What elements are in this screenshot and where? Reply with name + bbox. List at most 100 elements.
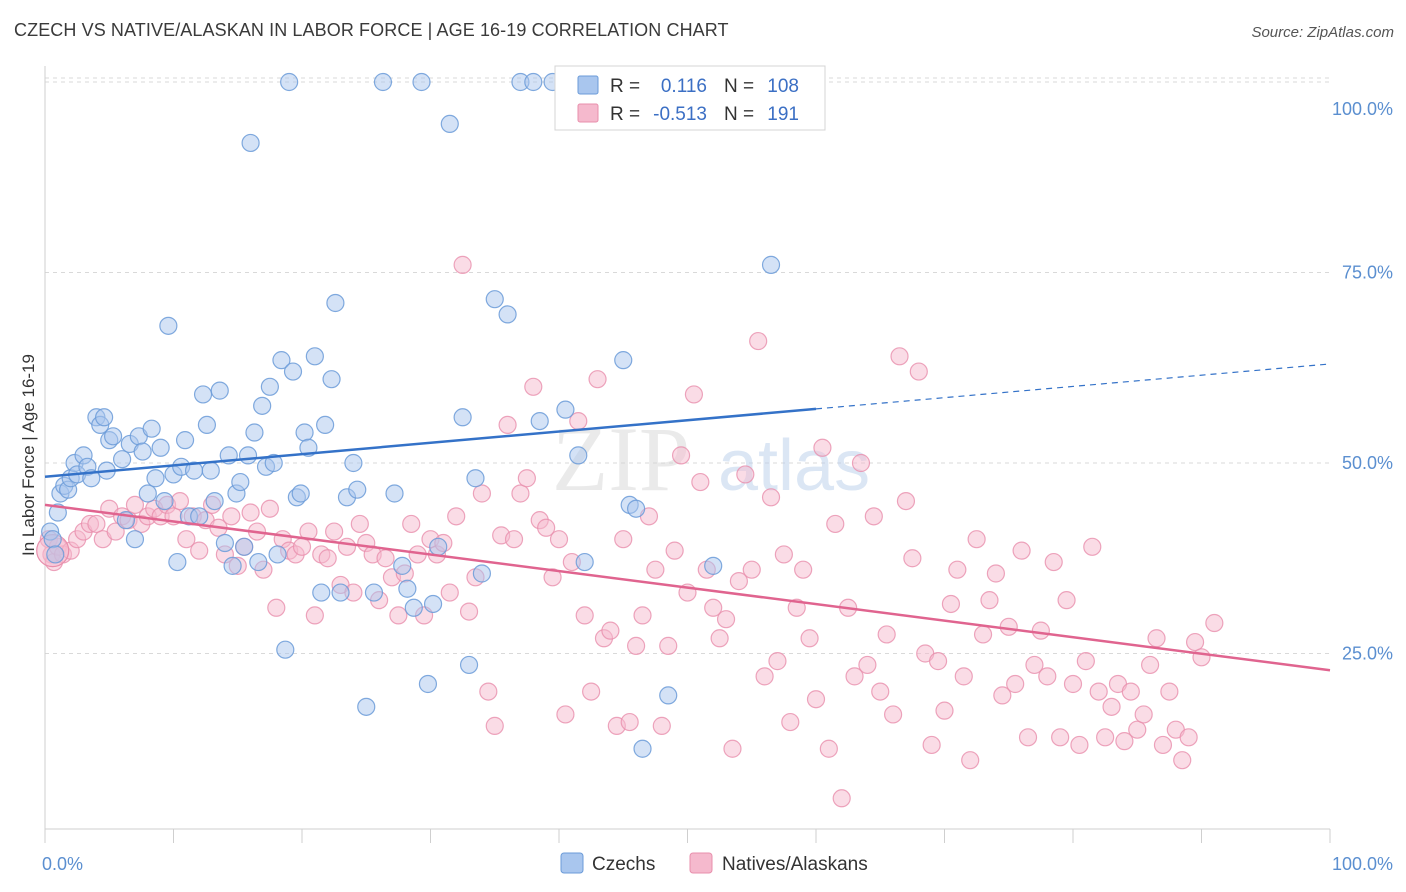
native-point <box>453 255 472 274</box>
czech-point <box>305 347 324 366</box>
czech-point <box>418 674 438 694</box>
native-point <box>472 484 491 503</box>
native-point <box>447 507 466 526</box>
native-point <box>524 377 543 396</box>
native-point <box>896 492 916 511</box>
czech-point <box>146 469 165 488</box>
native-point <box>922 735 941 755</box>
native-point <box>537 518 556 537</box>
czech-point <box>423 594 443 614</box>
y-tick-label: 100.0% <box>1332 99 1393 119</box>
native-point <box>800 629 819 648</box>
legend-n-label-natives: N = <box>724 104 754 125</box>
native-point <box>806 690 826 709</box>
czech-point <box>429 537 448 556</box>
native-point <box>582 682 601 701</box>
bottom-legend-swatch-natives <box>689 852 713 874</box>
czech-point <box>260 377 279 396</box>
czech-point <box>326 293 345 313</box>
native-point <box>659 636 678 655</box>
legend-r-value-czechs: 0.116 <box>661 76 707 97</box>
native-point <box>1096 728 1115 747</box>
czech-point <box>223 556 242 575</box>
czech-point <box>453 408 472 427</box>
native-point <box>1147 629 1166 648</box>
czech-point <box>283 362 303 381</box>
legend-r-label-czechs: R = <box>610 76 640 97</box>
native-point <box>498 415 517 434</box>
native-point <box>704 598 723 617</box>
czech-point <box>331 583 350 602</box>
native-point <box>626 636 646 655</box>
native-point <box>716 610 736 629</box>
native-point <box>292 537 312 556</box>
native-point <box>318 549 337 568</box>
czech-point <box>43 530 62 549</box>
native-point <box>325 522 344 541</box>
czech-point <box>385 484 404 503</box>
chart-title: CZECH VS NATIVE/ALASKAN IN LABOR FORCE |… <box>14 20 729 40</box>
native-point <box>504 530 524 549</box>
bottom-legend-swatch-czechs <box>560 852 584 874</box>
czech-point <box>193 385 213 404</box>
czech-point <box>133 442 152 461</box>
czech-point <box>373 72 393 92</box>
czech-point <box>215 533 234 553</box>
native-point <box>883 705 903 724</box>
czech-point <box>530 411 549 431</box>
czech-point <box>138 484 157 503</box>
native-point <box>928 652 948 671</box>
native-point <box>1044 552 1063 572</box>
native-point <box>106 522 125 541</box>
czech-point <box>633 739 652 758</box>
legend-n-label-czechs: N = <box>724 76 754 97</box>
czech-point <box>142 419 161 438</box>
native-point <box>999 617 1018 636</box>
legend-n-value-natives: 191 <box>767 104 799 125</box>
czech-point <box>241 133 260 153</box>
native-point <box>620 712 639 732</box>
native-point <box>459 602 479 621</box>
native-point <box>1179 728 1198 747</box>
native-point <box>614 530 633 549</box>
czech-point <box>556 400 575 419</box>
native-point <box>845 667 864 686</box>
native-point <box>787 598 806 617</box>
legend-r-label-natives: R = <box>610 104 640 125</box>
legend-box <box>554 65 826 131</box>
native-point <box>125 495 145 515</box>
native-point <box>1083 537 1102 556</box>
native-point <box>684 385 704 404</box>
native-point <box>652 716 671 735</box>
native-point <box>967 530 986 549</box>
czech-point <box>249 552 268 572</box>
native-point <box>729 572 749 591</box>
native-point <box>575 606 594 625</box>
native-point <box>543 568 562 587</box>
native-point <box>190 541 209 560</box>
czech-point <box>280 72 299 92</box>
native-point <box>909 362 928 381</box>
native-point <box>1173 751 1192 770</box>
y-tick-label: 50.0% <box>1342 453 1393 473</box>
czech-point <box>459 655 479 675</box>
czech-point <box>364 583 384 602</box>
native-point <box>858 655 877 675</box>
czech-point <box>348 480 367 499</box>
watermark: ZIP atlas <box>552 408 870 510</box>
native-point <box>832 789 851 808</box>
czech-point <box>761 255 781 274</box>
legend-r-value-natives: -0.513 <box>653 104 707 125</box>
native-point <box>337 537 357 556</box>
czech-point <box>276 640 295 659</box>
native-point <box>170 492 190 511</box>
native-point <box>935 701 954 720</box>
czech-point <box>659 686 678 705</box>
native-point <box>1063 674 1083 694</box>
czech-point <box>291 484 310 503</box>
native-point <box>601 621 620 640</box>
native-point <box>1115 732 1134 751</box>
native-point <box>736 465 755 484</box>
native-point <box>851 453 871 473</box>
czech-point <box>104 427 123 446</box>
